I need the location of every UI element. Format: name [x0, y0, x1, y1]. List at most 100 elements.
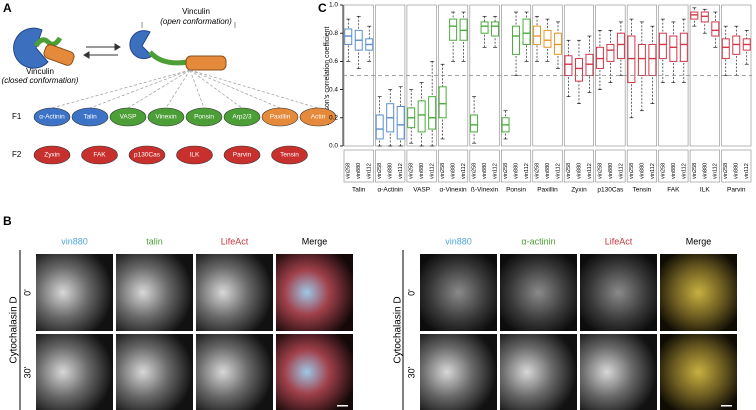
binding-link — [165, 69, 191, 109]
protein-node — [299, 107, 337, 127]
open-bracket — [141, 22, 236, 28]
box-label: vin258 — [660, 163, 666, 179]
binding-link — [127, 69, 191, 109]
panel-letter: A — [3, 1, 12, 15]
micrograph — [420, 334, 497, 410]
box-label: vin880 — [356, 163, 362, 179]
box-label: vin258 — [472, 163, 478, 179]
condition-label: Cytochalasin D — [9, 296, 20, 363]
channel-label: LifeAct — [605, 236, 633, 246]
box — [396, 106, 405, 140]
condition-label: Cytochalasin D — [393, 296, 404, 363]
box-label: vin112 — [430, 163, 436, 179]
box-label: vin258 — [409, 163, 415, 179]
protein-node — [223, 145, 261, 165]
label-frame — [343, 149, 374, 183]
micrograph — [660, 334, 737, 410]
protein-node — [185, 107, 223, 127]
group-name: α-Actinin — [377, 187, 403, 194]
box-label: vin880 — [702, 163, 708, 179]
box-label: vin880 — [513, 163, 519, 179]
y-tick-label: 0.2 — [329, 115, 338, 122]
micrograph — [36, 254, 113, 331]
channel-label: Merge — [302, 236, 328, 246]
micrograph — [276, 334, 353, 410]
box-label: vin258 — [534, 163, 540, 179]
group-name: FAK — [667, 187, 680, 194]
label-frame — [689, 149, 720, 183]
label-frame — [438, 149, 469, 183]
protein-name: FAK — [93, 152, 106, 159]
box — [543, 29, 552, 48]
label-frame — [532, 149, 563, 183]
panel-letter: C — [318, 1, 327, 15]
protein-node — [109, 107, 147, 127]
box — [553, 32, 562, 55]
box-label: vin258 — [692, 163, 698, 179]
box-label: vin112 — [650, 163, 656, 179]
protein-name: Parvin — [233, 152, 252, 159]
panel-letter: B — [3, 214, 12, 228]
binding-link — [189, 69, 243, 109]
micrograph — [500, 254, 577, 331]
box-label: vin112 — [367, 163, 373, 179]
box-label: vin880 — [545, 163, 551, 179]
micrograph — [116, 334, 193, 410]
protein-node — [71, 107, 109, 127]
box — [417, 100, 426, 133]
box — [690, 11, 699, 20]
group-name: Parvin — [727, 187, 746, 194]
box-label: vin258 — [723, 163, 729, 179]
box — [480, 21, 489, 34]
channel-label: vin880 — [61, 236, 88, 246]
group-name: p130Cas — [597, 187, 624, 194]
group-name: ILK — [700, 187, 710, 194]
box-label: vin112 — [555, 163, 561, 179]
box-label: vin258 — [566, 163, 572, 179]
vinculin-open-note: (open conformation) — [160, 17, 232, 26]
y-tick-label: 0.8 — [329, 30, 338, 37]
box — [700, 11, 709, 23]
box — [595, 46, 604, 69]
protein-node — [176, 145, 213, 165]
micrograph — [660, 254, 737, 331]
box — [679, 32, 688, 62]
row-label: F1 — [12, 112, 22, 121]
box — [375, 114, 384, 140]
y-tick-label: 0.6 — [329, 58, 338, 65]
y-tick-label: 1.0 — [329, 2, 338, 9]
group-name: Ponsin — [506, 187, 526, 194]
group-frame — [563, 4, 594, 147]
channel-label: Merge — [686, 236, 712, 246]
box — [522, 18, 531, 45]
time-label: 0' — [22, 289, 32, 296]
box-label: vin112 — [587, 163, 593, 179]
box-label: vin258 — [629, 163, 635, 179]
box — [438, 86, 447, 119]
box-label: vin880 — [734, 163, 740, 179]
box-label: vin112 — [681, 163, 687, 179]
box-label: vin880 — [388, 163, 394, 179]
box — [449, 18, 458, 41]
group-name: Tensin — [632, 187, 651, 194]
box — [711, 21, 720, 37]
label-frame — [721, 149, 752, 183]
box — [344, 28, 353, 45]
micrograph — [580, 254, 657, 331]
protein-name: Actin — [311, 114, 326, 121]
group-frame — [501, 4, 532, 147]
box-label: vin880 — [671, 163, 677, 179]
protein-name: α-Actinin — [39, 114, 65, 121]
box — [732, 35, 741, 55]
y-axis-title: Pearson's correlation coefficient — [324, 27, 331, 126]
channel-label: talin — [146, 236, 163, 246]
box — [428, 96, 437, 130]
box-label: vin112 — [493, 163, 499, 179]
box — [616, 32, 625, 60]
box-label: vin880 — [576, 163, 582, 179]
protein-name: Ponsin — [194, 114, 214, 121]
equilibrium-arrows — [83, 43, 121, 59]
group-frame — [626, 4, 657, 147]
group-name: α-Vinexin — [440, 187, 468, 194]
